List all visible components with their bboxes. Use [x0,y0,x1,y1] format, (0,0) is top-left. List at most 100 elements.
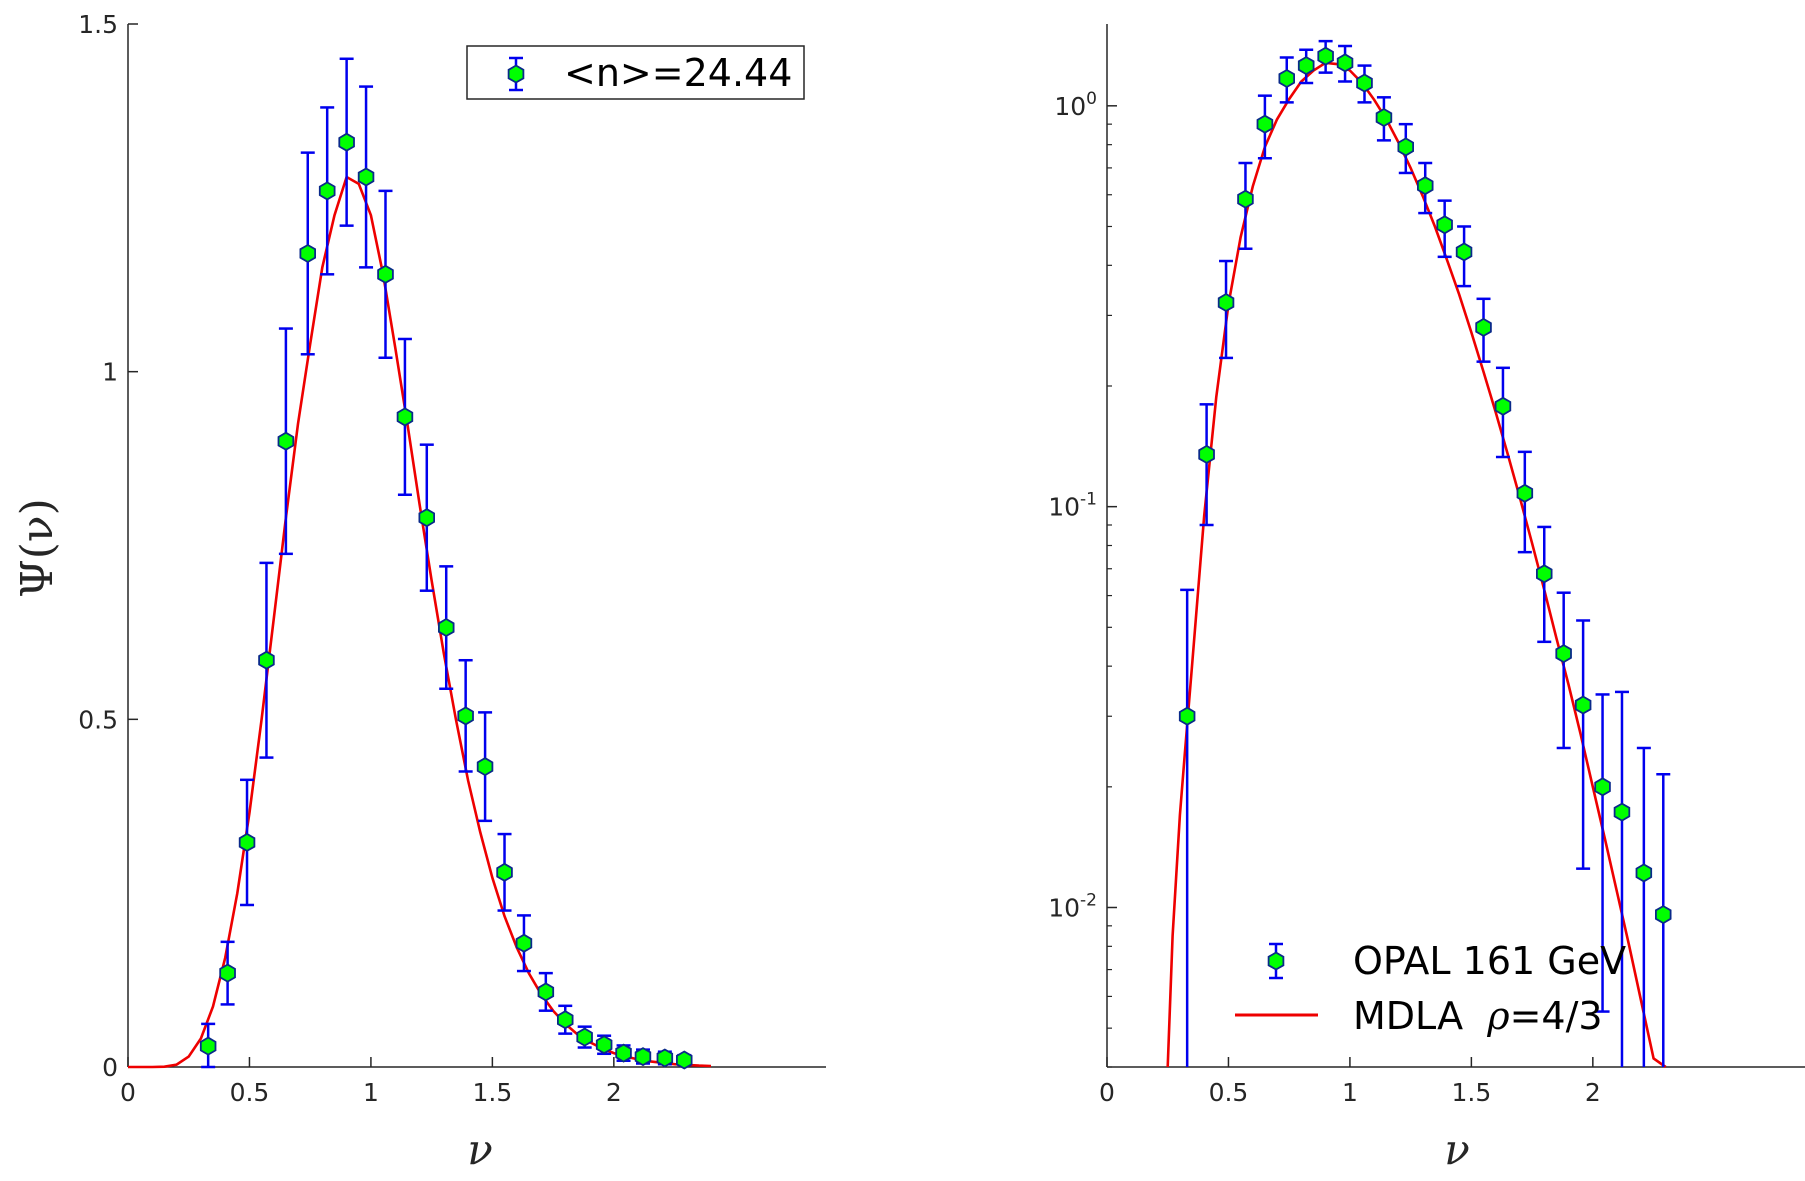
right-marker [1574,695,1592,715]
right-data-point [1536,525,1553,644]
right-y-tick-exponent: -2 [1080,890,1097,910]
left-marker [557,1010,574,1030]
right-legend-data-label: OPAL 161 GeV [1353,939,1626,983]
left-curve-line [128,175,712,1069]
left-data-point [377,189,394,360]
right-data-point [1613,690,1631,1067]
left-y-ticks: 0 0.5 1 1.5 [78,10,138,1082]
right-data-point [1397,122,1414,175]
right-marker [1256,114,1274,134]
left-data-point [418,443,436,592]
right-marker [1278,68,1295,89]
right-legend: OPAL 161 GeV MDLA ρ=4/3 [1235,939,1626,1038]
left-data-point [219,940,236,1006]
left-marker [634,1047,652,1067]
left-legend-hexagon [507,64,525,84]
right-axes [1106,24,1805,1068]
left-data-points [199,57,693,1070]
left-marker [199,1036,217,1056]
right-data-point [1256,94,1274,160]
right-curve-line [1166,61,1667,1069]
right-x-tick-label: 1 [1342,1078,1358,1107]
left-marker [457,706,474,726]
right-data-point [1455,225,1473,288]
right-marker [1237,189,1254,209]
left-marker [219,963,236,983]
right-marker [1613,802,1631,822]
right-data-point [1375,96,1393,142]
left-x-tick-label: 1.5 [472,1078,512,1107]
right-data-point [1475,297,1492,363]
right-data-point [1436,199,1453,259]
right-marker [1475,317,1492,337]
left-data-point [576,1025,593,1049]
left-data-point [338,57,355,227]
left-legend-marker [507,56,525,92]
left-y-axis-label: Ψ(ν) [12,498,63,598]
left-marker [676,1050,693,1070]
left-marker [377,264,394,284]
left-data-point [557,1004,574,1035]
right-x-tick-label: 0.5 [1209,1078,1249,1107]
left-marker [437,617,455,638]
right-data-point [1516,450,1534,554]
left-y-tick-label: 0.5 [78,705,118,734]
right-marker [1375,107,1393,128]
right-data-point [1297,48,1315,85]
left-data-point [615,1043,632,1063]
left-legend-label: <n>=24.44 [564,51,792,95]
left-marker [318,181,336,201]
right-data-points [1178,39,1672,1067]
left-model-curve [128,175,712,1069]
left-x-ticks: 0 0.5 1 1.5 2 [120,1057,622,1107]
right-y-tick-base: 10 [1054,92,1086,121]
right-legend-hexagon [1267,951,1285,971]
left-x-tick-label: 0.5 [230,1078,270,1107]
right-data-point [1217,259,1235,360]
right-data-point [1417,161,1434,215]
left-marker [537,982,555,1002]
right-y-tick-label: 10-2 [1048,890,1097,922]
right-legend-data-marker [1267,942,1285,980]
right-data-point [1494,366,1512,459]
left-marker [357,167,375,187]
left-data-point [277,327,295,556]
left-marker [576,1027,593,1047]
right-y-tick-label: 10-1 [1048,490,1097,522]
left-panel: 0 0.5 1 1.5 0 0.5 1 1.5 2 Ψ(ν) ν <n>=24.44 [12,10,826,1174]
left-data-point [595,1034,613,1056]
left-marker [396,407,414,427]
right-x-tick-label: 0 [1099,1078,1115,1107]
right-marker [1436,215,1453,235]
right-marker [1635,863,1653,883]
right-marker [1516,483,1534,503]
right-x-axis-label: ν [1444,1125,1470,1174]
left-marker [615,1043,632,1063]
right-data-point [1555,591,1572,750]
right-x-tick-label: 1.5 [1451,1078,1491,1107]
right-data-point [1178,588,1196,1067]
right-data-point [1356,64,1373,104]
right-marker [1198,444,1215,464]
left-marker [238,832,256,852]
right-marker [1397,137,1414,157]
right-marker [1455,242,1473,262]
right-data-point [1336,44,1354,83]
left-data-point [357,85,375,269]
left-data-point [537,971,555,1012]
right-marker [1594,777,1611,797]
right-marker [1494,396,1512,416]
right-data-point [1574,619,1592,870]
right-marker [1178,706,1196,726]
left-x-axis-label: ν [467,1125,493,1174]
right-data-point [1237,161,1254,250]
right-data-point [1317,39,1334,74]
left-data-point [676,1050,693,1070]
left-data-point [299,151,317,356]
left-marker [299,243,317,264]
left-y-tick-label: 0 [102,1053,118,1082]
right-data-point [1635,746,1653,1067]
